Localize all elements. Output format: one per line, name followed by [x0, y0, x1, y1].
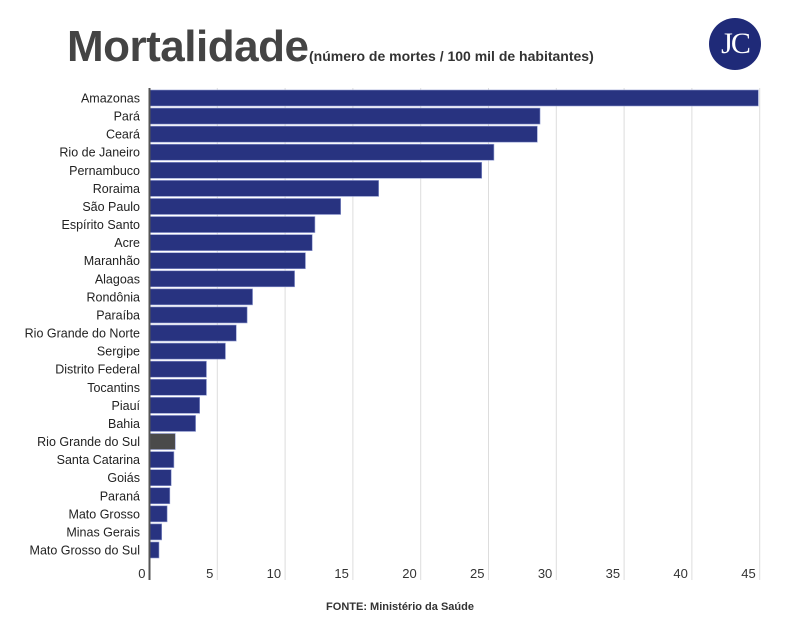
category-label: São Paulo [82, 200, 140, 214]
x-tick-label: 40 [673, 566, 687, 581]
bar [149, 397, 200, 414]
bar [149, 523, 163, 541]
bar [149, 306, 248, 324]
category-label: Rio Grande do Sul [37, 435, 140, 449]
bar [149, 252, 306, 270]
category-label: Rio de Janeiro [59, 146, 140, 160]
category-label: Pernambuco [69, 164, 140, 178]
bar [149, 125, 538, 143]
x-tick-label: 15 [334, 566, 348, 581]
category-label: Mato Grosso [68, 507, 140, 521]
x-tick-label: 45 [741, 566, 755, 581]
bar [149, 180, 379, 197]
bar [149, 288, 253, 306]
category-label: Bahia [108, 417, 140, 431]
bar [149, 469, 172, 486]
bar [149, 415, 196, 432]
bar [149, 162, 483, 179]
bar [149, 360, 207, 378]
category-label: Pará [114, 110, 140, 124]
category-label: Mato Grosso do Sul [30, 544, 140, 558]
category-label: Distrito Federal [55, 363, 140, 377]
bar [149, 270, 295, 288]
category-label: Ceará [106, 128, 140, 142]
bar [149, 433, 176, 450]
category-label: Rondônia [86, 290, 140, 304]
category-label: Maranhão [84, 254, 140, 268]
category-label: Rio Grande do Norte [25, 327, 140, 341]
bar [149, 342, 226, 360]
chart-subtitle: (número de mortes / 100 mil de habitante… [309, 48, 594, 64]
source-note: FONTE: Ministério da Saúde [326, 601, 474, 613]
chart-title: Mortalidade [67, 22, 309, 71]
bar [149, 107, 541, 125]
x-tick-label: 20 [402, 566, 416, 581]
x-tick-label: 30 [538, 566, 552, 581]
jc-logo: JC [709, 18, 761, 70]
x-tick-label: 5 [206, 566, 213, 581]
x-tick-label: 25 [470, 566, 484, 581]
category-label: Tocantins [87, 381, 140, 395]
category-label: Roraima [93, 182, 140, 196]
bar [149, 143, 495, 161]
category-label: Amazonas [81, 92, 140, 106]
x-tick-label: 35 [606, 566, 620, 581]
bar [149, 324, 237, 342]
category-label: Alagoas [95, 272, 140, 286]
category-label: Goiás [107, 471, 140, 485]
category-label: Acre [114, 236, 140, 250]
category-label: Piauí [112, 399, 141, 413]
category-label: Santa Catarina [57, 453, 140, 467]
category-label: Paraná [100, 489, 140, 503]
bar [149, 198, 341, 215]
x-tick-label: 10 [267, 566, 281, 581]
bar [149, 234, 313, 251]
x-tick-label: 0 [138, 566, 145, 581]
bar [149, 216, 316, 233]
bar [149, 451, 175, 468]
bar [149, 541, 160, 559]
bar [149, 378, 207, 396]
category-label: Paraíba [96, 308, 140, 322]
category-label: Minas Gerais [66, 525, 140, 539]
bar [149, 487, 171, 505]
category-label: Sergipe [97, 345, 140, 359]
bar [149, 89, 759, 107]
bar [149, 505, 168, 523]
category-label: Espírito Santo [61, 218, 140, 232]
